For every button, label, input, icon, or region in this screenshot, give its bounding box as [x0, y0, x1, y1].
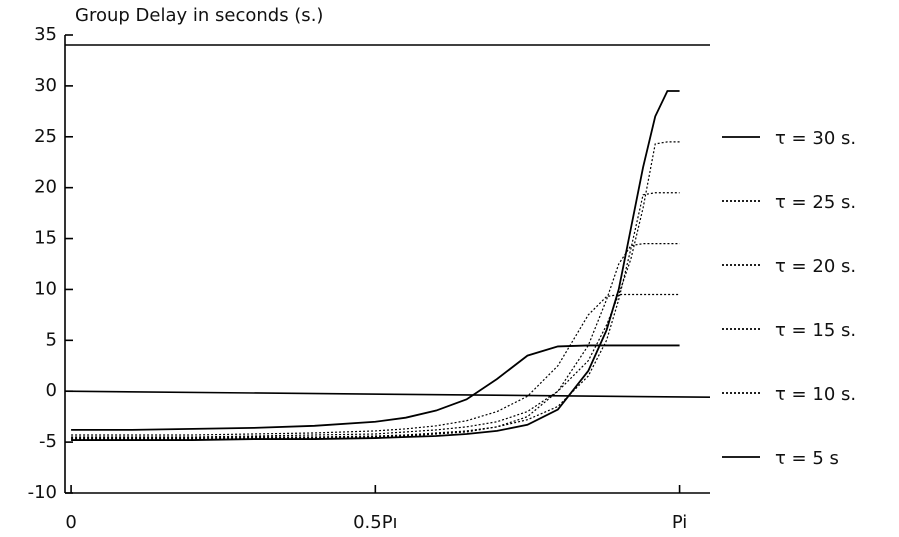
legend-label: τ = 15 s. — [775, 320, 856, 341]
zero-line — [65, 391, 710, 397]
series-line — [71, 193, 679, 438]
y-tick-label: 20 — [34, 177, 57, 198]
y-tick-label: 10 — [34, 278, 57, 299]
legend-label: τ = 25 s. — [775, 192, 856, 213]
y-tick-label: -5 — [39, 431, 57, 452]
y-tick-label: 35 — [34, 24, 57, 45]
series-line — [71, 295, 679, 435]
series-line — [71, 244, 679, 437]
legend-label: τ = 5 s — [775, 448, 839, 469]
series-line — [71, 345, 679, 429]
x-tick-label: 0.5Pı — [353, 512, 397, 533]
legend-label: τ = 20 s. — [775, 256, 856, 277]
legend-label: τ = 10 s. — [775, 384, 856, 405]
x-tick-label: 0 — [65, 512, 76, 533]
y-tick-label: 5 — [46, 329, 57, 350]
y-tick-label: 25 — [34, 126, 57, 147]
series-line — [71, 91, 679, 440]
chart-title: Group Delay in seconds (s.) — [75, 5, 323, 26]
y-tick-label: -10 — [28, 482, 57, 503]
x-tick-label: Pi — [672, 512, 687, 533]
y-tick-label: 15 — [34, 228, 57, 249]
chart: Group Delay in seconds (s.) -10 -5 0 5 10 15 2… — [0, 0, 899, 537]
legend-label: τ = 30 s. — [775, 128, 856, 149]
y-tick-label: 0 — [46, 380, 57, 401]
y-tick-label: 30 — [34, 75, 57, 96]
